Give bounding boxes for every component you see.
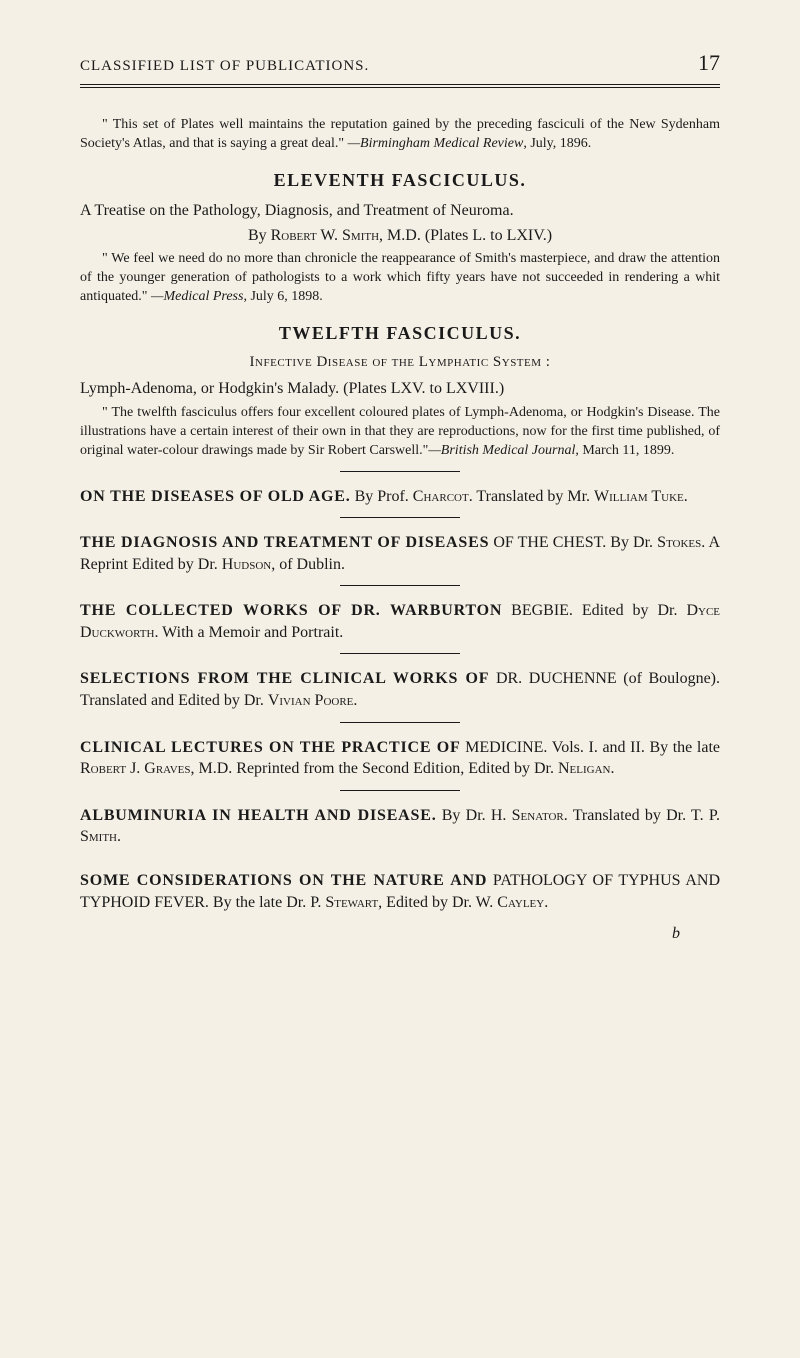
entry-author: Senator [512, 807, 564, 824]
header-title: CLASSIFIED LIST OF PUBLICATIONS. [80, 58, 369, 75]
page-number: 17 [698, 50, 720, 76]
entry-duchenne: SELECTIONS FROM THE CLINICAL WORKS OF DR… [80, 668, 720, 711]
eleventh-treatise-1: A Treatise on the Pathology, Diagnosis, … [80, 201, 720, 222]
twelfth-sub-text: Infective Disease of the Lymphatic Syste… [250, 354, 542, 370]
author-post: , M.D. (Plates L. to LXIV.) [379, 227, 552, 244]
intro-attrib-source: —Birmingham Medical Review [348, 136, 524, 151]
entry-title: ON THE DISEASES OF OLD AGE. [80, 488, 351, 505]
entry-title: SOME CONSIDERATIONS ON THE NATURE AND [80, 872, 487, 889]
entry-rest: . With a Memoir and Portrait. [154, 624, 343, 641]
eleventh-heading: ELEVENTH FASCICULUS. [80, 170, 720, 191]
signature-mark: b [80, 925, 720, 943]
twelfth-subheading: Infective Disease of the Lymphatic Syste… [80, 354, 720, 371]
entry-author: Charcot [413, 488, 469, 505]
intro-quote: " This set of Plates well maintains the … [80, 116, 720, 154]
entry-old-age-text: ON THE DISEASES OF OLD AGE. By Prof. Cha… [80, 486, 720, 508]
entry-typhus: SOME CONSIDERATIONS ON THE NATURE AND PA… [80, 870, 720, 913]
entry-rest: . [611, 760, 615, 777]
entry-rest: MEDICINE. Vols. I. and II. By the late [461, 739, 720, 756]
entry-rest: . Translated by Dr. T. P. [564, 807, 720, 824]
entry-rest: By Prof. [355, 488, 413, 505]
entry-chest: THE DIAGNOSIS AND TREATMENT OF DISEASES … [80, 532, 720, 575]
entry-title: ALBUMINURIA IN HEALTH AND DISEASE. [80, 807, 437, 824]
entry-author: Hudson [222, 556, 271, 573]
divider-rule [340, 722, 460, 723]
entry-author: Smith [80, 828, 117, 845]
eleventh-treatise-2: By Robert W. Smith, M.D. (Plates L. to L… [80, 226, 720, 247]
entry-author: Neligan [558, 760, 611, 777]
entry-author: Stewart [325, 894, 378, 911]
entry-warburton-text: THE COLLECTED WORKS OF DR. WARBURTON BEG… [80, 600, 720, 643]
twelfth-sub-colon: : [542, 354, 551, 370]
entry-albuminuria: ALBUMINURIA IN HEALTH AND DISEASE. By Dr… [80, 805, 720, 848]
entry-chest-text: THE DIAGNOSIS AND TREATMENT OF DISEASES … [80, 532, 720, 575]
entry-rest: By Dr. H. [437, 807, 512, 824]
entry-title: CLINICAL LECTURES ON THE PRACTICE OF [80, 739, 461, 756]
entry-typhus-text: SOME CONSIDERATIONS ON THE NATURE AND PA… [80, 870, 720, 913]
entry-rest: . [684, 488, 688, 505]
entry-author: Stokes [657, 534, 701, 551]
twelfth-attrib-date: , March 11, 1899. [575, 443, 674, 458]
entry-title: SELECTIONS FROM THE CLINICAL WORKS OF [80, 670, 489, 687]
author-pre: By [248, 227, 271, 244]
divider-rule [340, 517, 460, 518]
entry-clinical-text: CLINICAL LECTURES ON THE PRACTICE OF MED… [80, 737, 720, 780]
entry-author: Robert J. Graves [80, 760, 191, 777]
entry-author: Cayley [497, 894, 544, 911]
entry-old-age: ON THE DISEASES OF OLD AGE. By Prof. Cha… [80, 486, 720, 508]
entry-author: William Tuke [594, 488, 684, 505]
entry-title: THE COLLECTED WORKS OF DR. WARBURTON [80, 602, 502, 619]
entry-rest: , of Dublin. [271, 556, 345, 573]
entry-title: THE DIAGNOSIS AND TREATMENT OF DISEASES [80, 534, 489, 551]
entry-duchenne-text: SELECTIONS FROM THE CLINICAL WORKS OF DR… [80, 668, 720, 711]
entry-clinical-lectures: CLINICAL LECTURES ON THE PRACTICE OF MED… [80, 737, 720, 780]
entry-author: Vivian Poore [268, 692, 354, 709]
twelfth-attrib-source: —British Medical Journal [428, 443, 575, 458]
divider-rule [340, 471, 460, 472]
divider-rule [340, 653, 460, 654]
entry-albuminuria-text: ALBUMINURIA IN HEALTH AND DISEASE. By Dr… [80, 805, 720, 848]
page-header: CLASSIFIED LIST OF PUBLICATIONS. 17 [80, 50, 720, 85]
divider-rule [340, 585, 460, 586]
author-name: Robert W. Smith [271, 227, 379, 244]
eleventh-attrib-source: —Medical Press [151, 289, 243, 304]
entry-rest: . [117, 828, 121, 845]
twelfth-heading: TWELFTH FASCICULUS. [80, 323, 720, 344]
eleventh-attrib-date: , July 6, 1898. [243, 289, 322, 304]
eleventh-quote: " We feel we need do no more than chroni… [80, 250, 720, 307]
entry-rest: BEGBIE. Edited by Dr. [502, 602, 686, 619]
entry-rest: . [544, 894, 548, 911]
twelfth-quote: " The twelfth fasciculus offers four exc… [80, 404, 720, 461]
entry-warburton: THE COLLECTED WORKS OF DR. WARBURTON BEG… [80, 600, 720, 643]
entry-rest: , Edited by Dr. W. [378, 894, 497, 911]
entry-rest: , M.D. Reprinted from the Second Edition… [191, 760, 559, 777]
entry-rest: OF THE CHEST. By Dr. [489, 534, 657, 551]
entry-rest: . [353, 692, 357, 709]
divider-rule [340, 790, 460, 791]
header-rule [80, 87, 720, 88]
twelfth-treatise: Lymph-Adenoma, or Hodgkin's Malady. (Pla… [80, 379, 720, 400]
entry-rest: . Translated by Mr. [469, 488, 594, 505]
intro-attrib-date: , July, 1896. [523, 136, 591, 151]
